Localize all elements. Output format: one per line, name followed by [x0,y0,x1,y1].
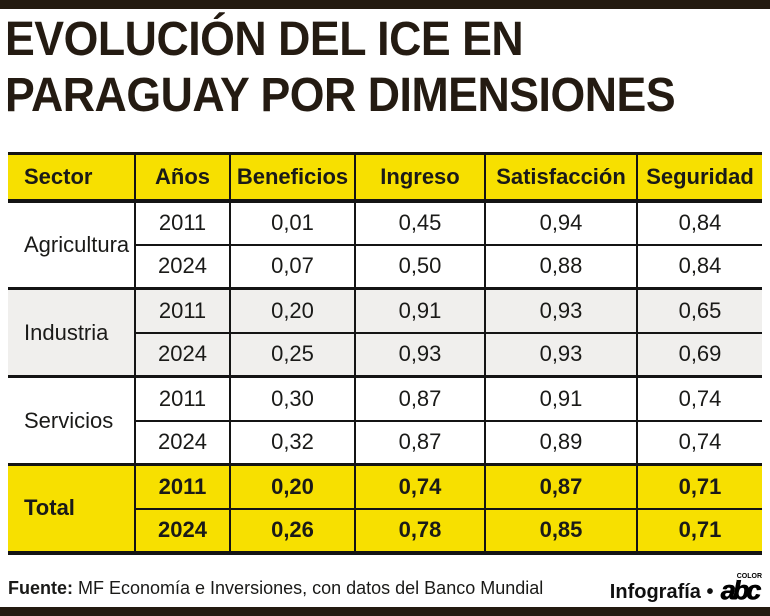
value-cell: 0,93 [484,332,637,378]
footer: Fuente: MF Economía e Inversiones, con d… [8,572,762,605]
value-cell: 0,20 [229,288,355,334]
value-cell: 0,26 [229,508,355,555]
value-cell: 0,94 [484,200,637,246]
value-cell: 0,87 [484,464,637,510]
group-industria: Industria 2011 0,20 0,91 0,93 0,65 2024 … [8,288,762,378]
value-cell: 0,88 [484,244,637,290]
sector-cell: Total [8,464,135,555]
value-cell: 0,01 [229,200,355,246]
table-header: Sector Años Beneficios Ingreso Satisfacc… [8,152,762,203]
sector-cell: Servicios [8,376,135,466]
page-title: EVOLUCIÓN DEL ICE EN PARAGUAY POR DIMENS… [5,12,676,124]
logo-abc-text: abc [720,574,760,605]
sector-cell: Industria [8,288,135,378]
source-text: MF Economía e Inversiones, con datos del… [73,577,544,598]
value-cell: 0,45 [354,200,485,246]
value-cell: 0,74 [354,464,485,510]
value-cell: 0,87 [354,420,485,466]
year-cell: 2024 [134,332,230,378]
table-row: 2024 0,32 0,87 0,89 0,74 [8,420,762,466]
value-cell: 0,30 [229,376,355,422]
value-cell: 0,89 [484,420,637,466]
abc-color-logo: COLOR abc [720,572,762,605]
value-cell: 0,87 [354,376,485,422]
column-header-ingreso: Ingreso [354,152,485,203]
value-cell: 0,85 [484,508,637,555]
value-cell: 0,74 [636,376,762,422]
source-label: Fuente: [8,577,73,598]
value-cell: 0,07 [229,244,355,290]
value-cell: 0,91 [354,288,485,334]
column-header-seguridad: Seguridad [636,152,762,203]
table-row: Agricultura 2011 0,01 0,45 0,94 0,84 [8,200,762,290]
year-cell: 2024 [134,420,230,466]
value-cell: 0,20 [229,464,355,510]
column-header-beneficios: Beneficios [229,152,355,203]
value-cell: 0,84 [636,200,762,246]
year-cell: 2011 [134,376,230,422]
column-header-anos: Años [134,152,230,203]
top-rule [0,0,770,9]
value-cell: 0,50 [354,244,485,290]
value-cell: 0,93 [484,288,637,334]
value-cell: 0,65 [636,288,762,334]
value-cell: 0,84 [636,244,762,290]
year-cell: 2024 [134,244,230,290]
table-row: 2024 0,26 0,78 0,85 0,71 [8,508,762,555]
year-cell: 2011 [134,288,230,334]
group-servicios: Servicios 2011 0,30 0,87 0,91 0,74 2024 … [8,376,762,466]
page-title-line-1: EVOLUCIÓN DEL ICE EN [5,13,524,66]
infografia-credit: Infografía • [609,580,714,603]
source-line: Fuente: MF Economía e Inversiones, con d… [8,578,543,599]
year-cell: 2024 [134,508,230,555]
group-agricultura: Agricultura 2011 0,01 0,45 0,94 0,84 202… [8,200,762,290]
table-row: Industria 2011 0,20 0,91 0,93 0,65 [8,288,762,378]
ice-table-wrapper: Sector Años Beneficios Ingreso Satisfacc… [8,152,762,555]
value-cell: 0,91 [484,376,637,422]
sector-cell: Agricultura [8,200,135,290]
table-row: Total 2011 0,20 0,74 0,87 0,71 [8,464,762,555]
value-cell: 0,69 [636,332,762,378]
table-row: 2024 0,25 0,93 0,93 0,69 [8,332,762,378]
group-total: Total 2011 0,20 0,74 0,87 0,71 2024 0,26… [8,464,762,555]
column-header-sector: Sector [8,152,135,203]
value-cell: 0,25 [229,332,355,378]
table-row: Servicios 2011 0,30 0,87 0,91 0,74 [8,376,762,466]
value-cell: 0,93 [354,332,485,378]
column-header-satisfaccion: Satisfacción [484,152,637,203]
year-cell: 2011 [134,200,230,246]
year-cell: 2011 [134,464,230,510]
page-title-line-2: PARAGUAY POR DIMENSIONES [5,69,676,122]
value-cell: 0,71 [636,464,762,510]
value-cell: 0,78 [354,508,485,555]
header-row: Sector Años Beneficios Ingreso Satisfacc… [8,152,762,203]
credit-line: Infografía • COLOR abc [609,572,762,605]
value-cell: 0,71 [636,508,762,555]
ice-table: Sector Años Beneficios Ingreso Satisfacc… [8,152,762,555]
value-cell: 0,74 [636,420,762,466]
value-cell: 0,32 [229,420,355,466]
bottom-rule [0,607,770,616]
table-row: 2024 0,07 0,50 0,88 0,84 [8,244,762,290]
logo-color-text: COLOR [736,572,762,580]
